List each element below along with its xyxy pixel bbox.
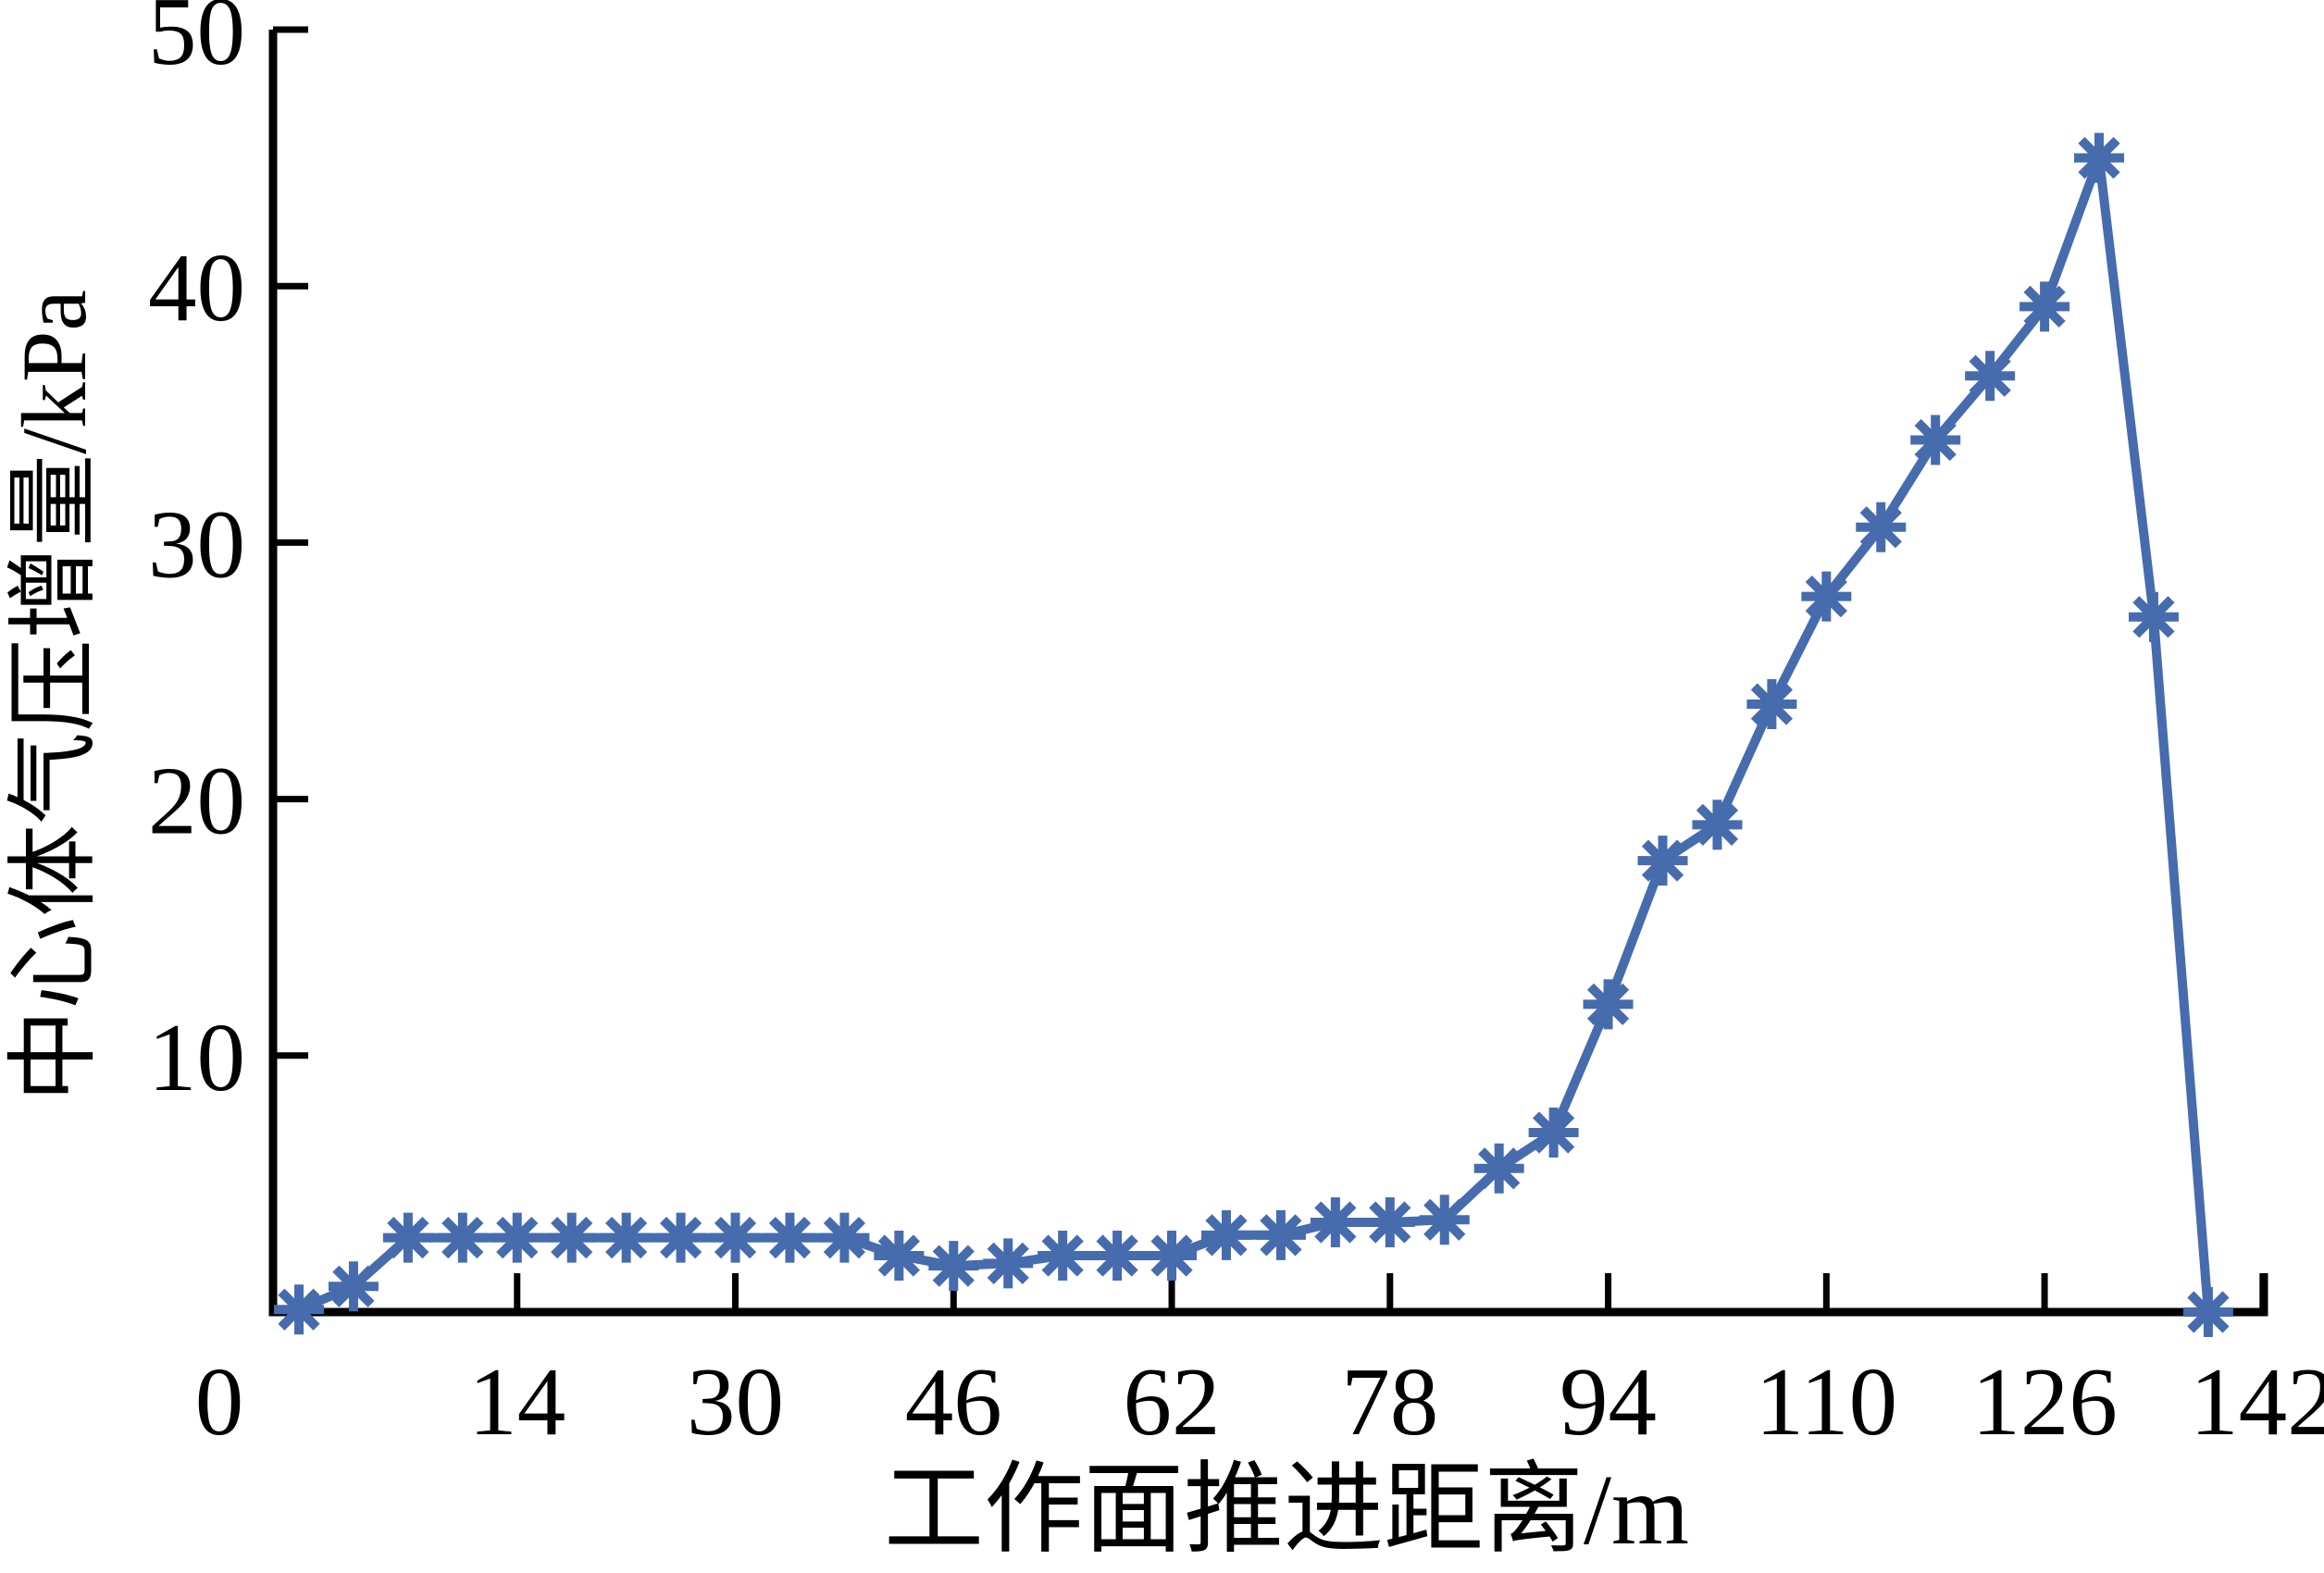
marker-arm (1314, 1201, 1357, 1244)
data-marker (274, 1284, 324, 1335)
marker-arm (496, 1216, 539, 1259)
x-axis-tick-label: 62 (1124, 1347, 1221, 1455)
y-axis-tick-label: 10 (148, 1003, 245, 1111)
marker-arm (823, 1216, 866, 1259)
marker-arm (1260, 1214, 1302, 1257)
marker-arm (332, 1265, 375, 1307)
data-marker (1746, 679, 1797, 730)
data-marker (1310, 1196, 1361, 1247)
marker-arm (1859, 506, 1902, 549)
data-marker (382, 1212, 433, 1263)
marker-arm (768, 1216, 812, 1259)
marker-arm (605, 1216, 648, 1259)
data-marker (1692, 799, 1743, 850)
x-axis-tick-label: 78 (1341, 1347, 1438, 1455)
marker-arm (2023, 285, 2066, 328)
data-marker (1965, 351, 2016, 402)
data-marker (1200, 1209, 1251, 1260)
marker-arm (1205, 1214, 1248, 1257)
x-axis-title: 工作面推进距离/m (884, 1455, 1689, 1566)
data-marker (437, 1212, 488, 1263)
marker-arm (1805, 575, 1847, 618)
marker-arm (932, 1245, 975, 1287)
marker-arm (1696, 803, 1739, 846)
data-marker (546, 1212, 597, 1263)
marker-arm (1423, 1198, 1466, 1241)
x-axis-tick-label: 126 (1971, 1347, 2118, 1455)
data-marker (928, 1241, 979, 1292)
data-marker (983, 1238, 1034, 1289)
data-marker (819, 1212, 870, 1263)
data-marker (1910, 415, 1961, 465)
marker-arm (877, 1234, 920, 1277)
marker-arm (441, 1216, 484, 1259)
x-axis-tick-label: 0 (195, 1347, 244, 1455)
x-axis-tick-label: 14 (468, 1347, 565, 1455)
y-axis-title: 中心体气压增量/kPa (3, 290, 106, 1102)
marker-arm (1096, 1234, 1138, 1277)
marker-arm (714, 1216, 757, 1259)
marker-arm (1369, 1201, 1411, 1244)
marker-arm (1969, 354, 2011, 397)
marker-arm (551, 1216, 593, 1259)
data-marker (1419, 1195, 1470, 1245)
marker-arm (1041, 1234, 1084, 1277)
data-marker (328, 1261, 379, 1312)
marker-arm (387, 1216, 429, 1259)
series-line (297, 153, 2213, 1314)
data-marker (1147, 1231, 1198, 1282)
marker-arm (278, 1288, 320, 1331)
y-axis-tick-label: 30 (148, 489, 245, 598)
x-axis-tick-label: 110 (1756, 1347, 1898, 1455)
x-axis-tick-label: 30 (687, 1347, 784, 1455)
x-axis-tick-label: 46 (905, 1347, 1002, 1455)
data-marker (1255, 1209, 1306, 1260)
plot-area: 10 20 30 40 50 0 14 30 46 62 78 94 110 126 142 (148, 0, 2324, 1455)
y-axis-tick-label: 50 (148, 0, 245, 85)
data-marker (1364, 1196, 1415, 1247)
data-marker (1856, 502, 1907, 552)
axis-lines (268, 30, 2268, 1317)
data-marker (1038, 1231, 1088, 1282)
marker-arm (1150, 1234, 1193, 1277)
data-marker (764, 1212, 815, 1263)
data-marker (491, 1212, 542, 1263)
data-marker (710, 1212, 761, 1263)
data-marker (2020, 281, 2070, 332)
data-marker (2182, 1287, 2233, 1337)
data-marker (874, 1231, 925, 1282)
marker-arm (2132, 596, 2175, 638)
marker-arm (659, 1216, 702, 1259)
marker-arm (1478, 1147, 1521, 1190)
marker-arm (987, 1242, 1029, 1284)
y-axis-tick-label: 20 (148, 747, 245, 855)
data-marker (1801, 571, 1852, 622)
data-marker (1637, 836, 1688, 886)
x-axis-tick-label: 94 (1560, 1347, 1657, 1455)
marker-arm (2187, 1291, 2230, 1333)
data-marker (655, 1212, 706, 1263)
marker-arm (1914, 418, 1957, 462)
data-marker (601, 1212, 652, 1263)
data-marker (2074, 132, 2125, 183)
data-marker (1092, 1231, 1143, 1282)
marker-arm (1586, 983, 1630, 1025)
data-marker (1528, 1107, 1579, 1158)
marker-arm (1641, 839, 1684, 882)
data-marker (1473, 1143, 1524, 1194)
marker-arm (1532, 1111, 1575, 1154)
marker-arm (1750, 683, 1794, 725)
y-axis-tick-label: 40 (148, 233, 245, 341)
x-axis-tick-label: 142 (2190, 1347, 2324, 1455)
marker-arm (2078, 136, 2120, 180)
data-marker (2128, 591, 2179, 642)
data-marker (1583, 979, 1634, 1030)
